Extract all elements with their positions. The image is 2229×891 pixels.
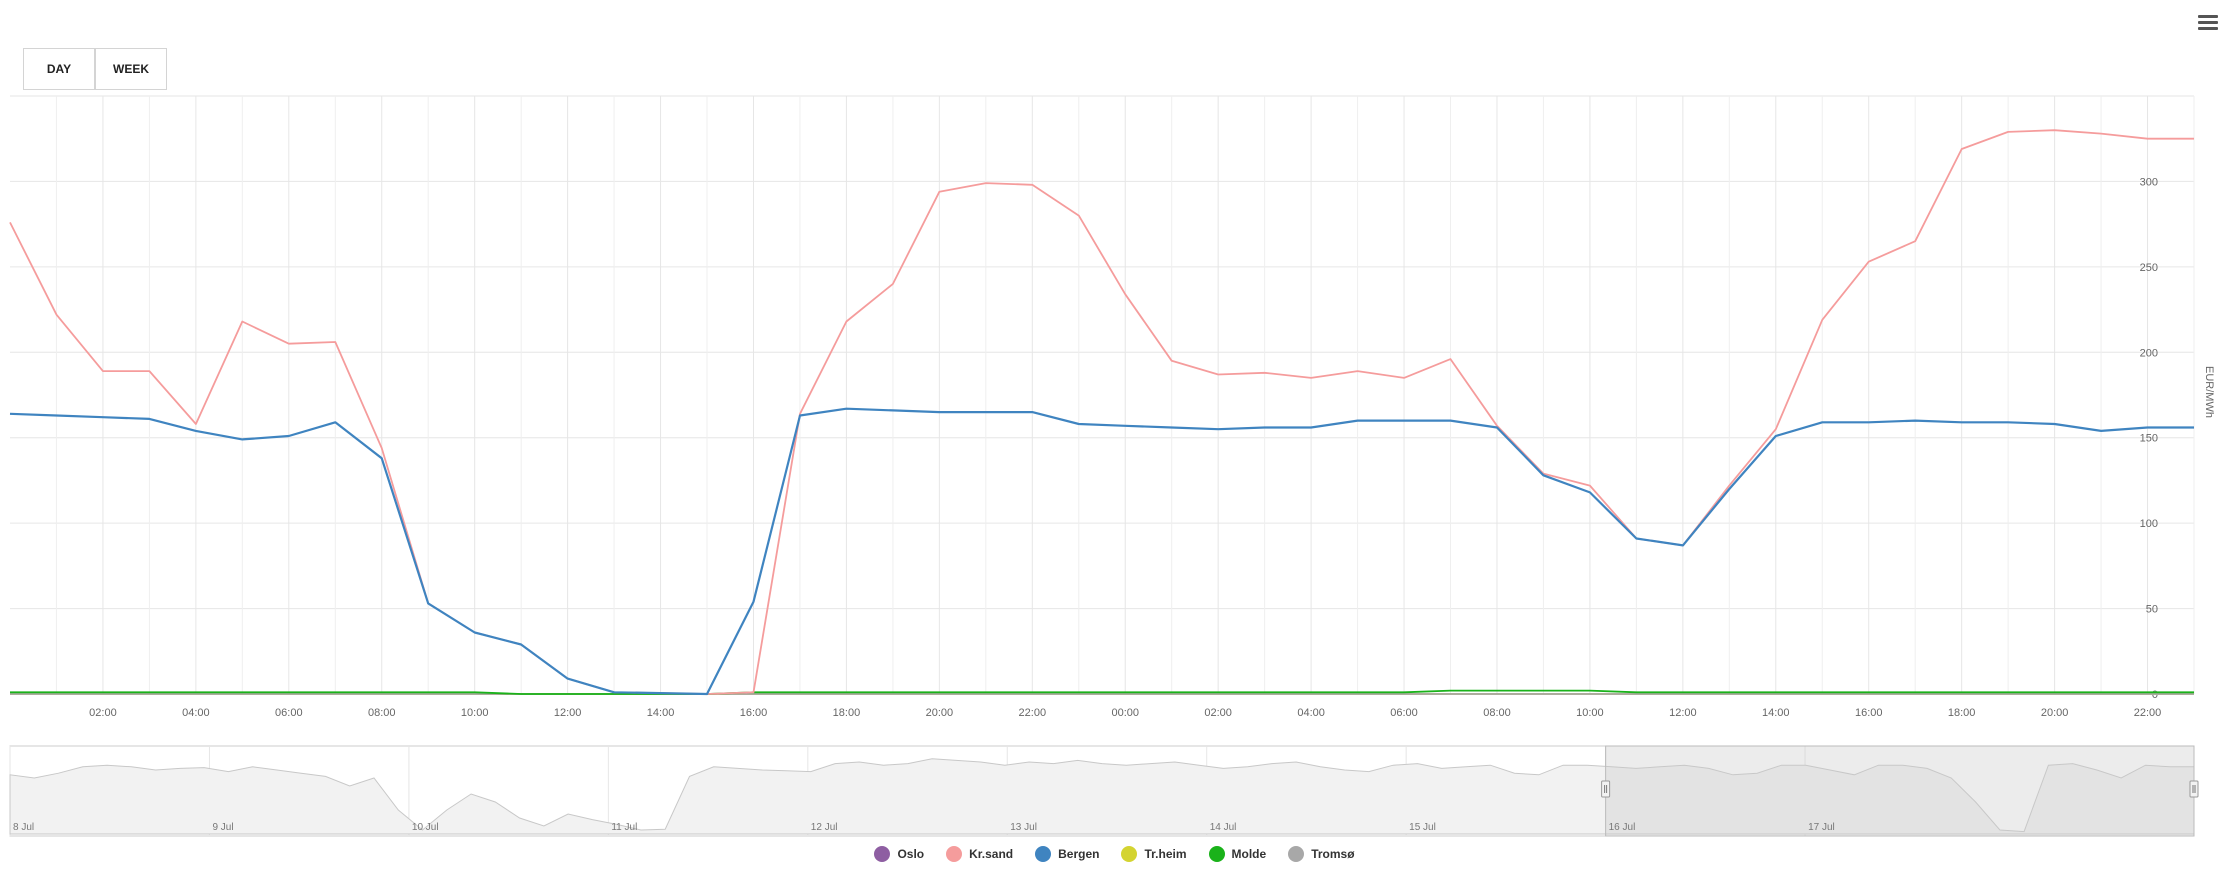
navigator-handle-right[interactable] xyxy=(2189,780,2199,798)
x-tick-label: 20:00 xyxy=(926,707,954,719)
x-tick-label: 10:00 xyxy=(461,707,489,719)
legend-item-kr-sand[interactable]: Kr.sand xyxy=(946,846,1013,862)
x-axis-ticks: 02:00 04:00 06:00 08:00 10:00 12:00 14:00 16:00… xyxy=(89,707,2161,719)
x-tick-label: 06:00 xyxy=(1390,707,1418,719)
legend-label: Oslo xyxy=(897,847,925,861)
week-range-button[interactable]: WEEK xyxy=(95,48,167,90)
legend-item-oslo[interactable]: Oslo xyxy=(874,846,924,862)
x-tick-label: 22:00 xyxy=(2134,707,2162,719)
x-tick-label: 20:00 xyxy=(2041,707,2069,719)
y-tick-label: 300 xyxy=(2140,176,2158,188)
legend-color-dot xyxy=(1288,846,1305,862)
x-tick-label: 16:00 xyxy=(740,707,768,719)
x-tick-label: 02:00 xyxy=(1204,707,1232,719)
series-lines xyxy=(9,129,2194,696)
navigator-label: 9 Jul xyxy=(212,822,233,833)
y-tick-label: 200 xyxy=(2140,347,2158,359)
legend-color-dot xyxy=(946,846,963,862)
legend-color-dot xyxy=(1035,846,1052,862)
x-tick-label: 04:00 xyxy=(182,707,210,719)
legend-label: Kr.sand xyxy=(969,847,1014,861)
hamburger-menu-icon[interactable] xyxy=(2196,12,2220,34)
x-tick-label: 22:00 xyxy=(1019,707,1047,719)
x-tick-label: 04:00 xyxy=(1297,707,1325,719)
navigator-label: 17 Jul xyxy=(1808,822,1835,833)
y-axis-label: EUR/MWh xyxy=(2203,366,2215,418)
legend-item-troms-[interactable]: Tromsø xyxy=(1288,846,1355,862)
navigator[interactable]: 8 Jul 9 Jul 10 Jul 11 Jul 12 Jul 13 Jul 14 Jul… xyxy=(9,745,2199,837)
x-tick-label: 12:00 xyxy=(554,707,582,719)
navigator-label: 16 Jul xyxy=(1609,822,1636,833)
legend-color-dot xyxy=(1121,846,1138,862)
x-tick-label: 10:00 xyxy=(1576,707,1604,719)
y-tick-label: 150 xyxy=(2140,433,2158,445)
legend-color-dot xyxy=(1208,846,1225,862)
legend-label: Tromsø xyxy=(1311,847,1355,861)
navigator-label: 15 Jul xyxy=(1409,822,1436,833)
legend-color-dot xyxy=(874,846,891,862)
x-tick-label: 02:00 xyxy=(89,707,117,719)
y-tick-label: 50 xyxy=(2146,604,2158,616)
navigator-label: 8 Jul xyxy=(13,822,34,833)
legend-item-bergen[interactable]: Bergen xyxy=(1035,846,1099,862)
legend-label: Bergen xyxy=(1058,847,1100,861)
x-tick-label: 12:00 xyxy=(1669,707,1697,719)
x-tick-label: 14:00 xyxy=(1762,707,1790,719)
legend-label: Molde xyxy=(1231,847,1267,861)
x-tick-label: 14:00 xyxy=(647,707,675,719)
series-line-molde[interactable] xyxy=(10,689,2194,695)
navigator-selection[interactable] xyxy=(1605,745,2195,837)
navigator-label: 13 Jul xyxy=(1010,822,1037,833)
navigator-label: 11 Jul xyxy=(611,822,637,833)
x-tick-label: 18:00 xyxy=(833,707,861,719)
legend-item-tr-heim[interactable]: Tr.heim xyxy=(1121,846,1187,862)
x-tick-label: 00:00 xyxy=(1111,707,1139,719)
navigator-label: 14 Jul xyxy=(1210,822,1237,833)
x-tick-label: 06:00 xyxy=(275,707,303,719)
navigator-label: 12 Jul xyxy=(811,822,838,833)
y-tick-label: 0 xyxy=(2152,689,2158,701)
y-axis-ticks: 0 50 100 150 200 250 300 xyxy=(2140,176,2158,701)
day-range-button[interactable]: DAY xyxy=(23,48,95,90)
series-line-bergen[interactable] xyxy=(9,407,2194,696)
legend-item-molde[interactable]: Molde xyxy=(1208,846,1267,862)
x-tick-label: 08:00 xyxy=(1483,707,1511,719)
x-tick-label: 08:00 xyxy=(368,707,396,719)
y-tick-label: 100 xyxy=(2140,518,2158,530)
navigator-handle-left[interactable] xyxy=(1601,780,1611,798)
grid xyxy=(10,95,2195,694)
series-line-kr-sand[interactable] xyxy=(9,129,2194,695)
y-tick-label: 250 xyxy=(2140,262,2158,274)
navigator-label: 10 Jul xyxy=(412,822,439,833)
legend: Oslo Kr.sand Bergen Tr.heim Molde Tromsø xyxy=(0,846,2229,862)
navigator-series xyxy=(9,758,2195,835)
x-tick-label: 16:00 xyxy=(1855,707,1883,719)
x-tick-label: 18:00 xyxy=(1948,707,1976,719)
legend-label: Tr.heim xyxy=(1144,847,1187,861)
